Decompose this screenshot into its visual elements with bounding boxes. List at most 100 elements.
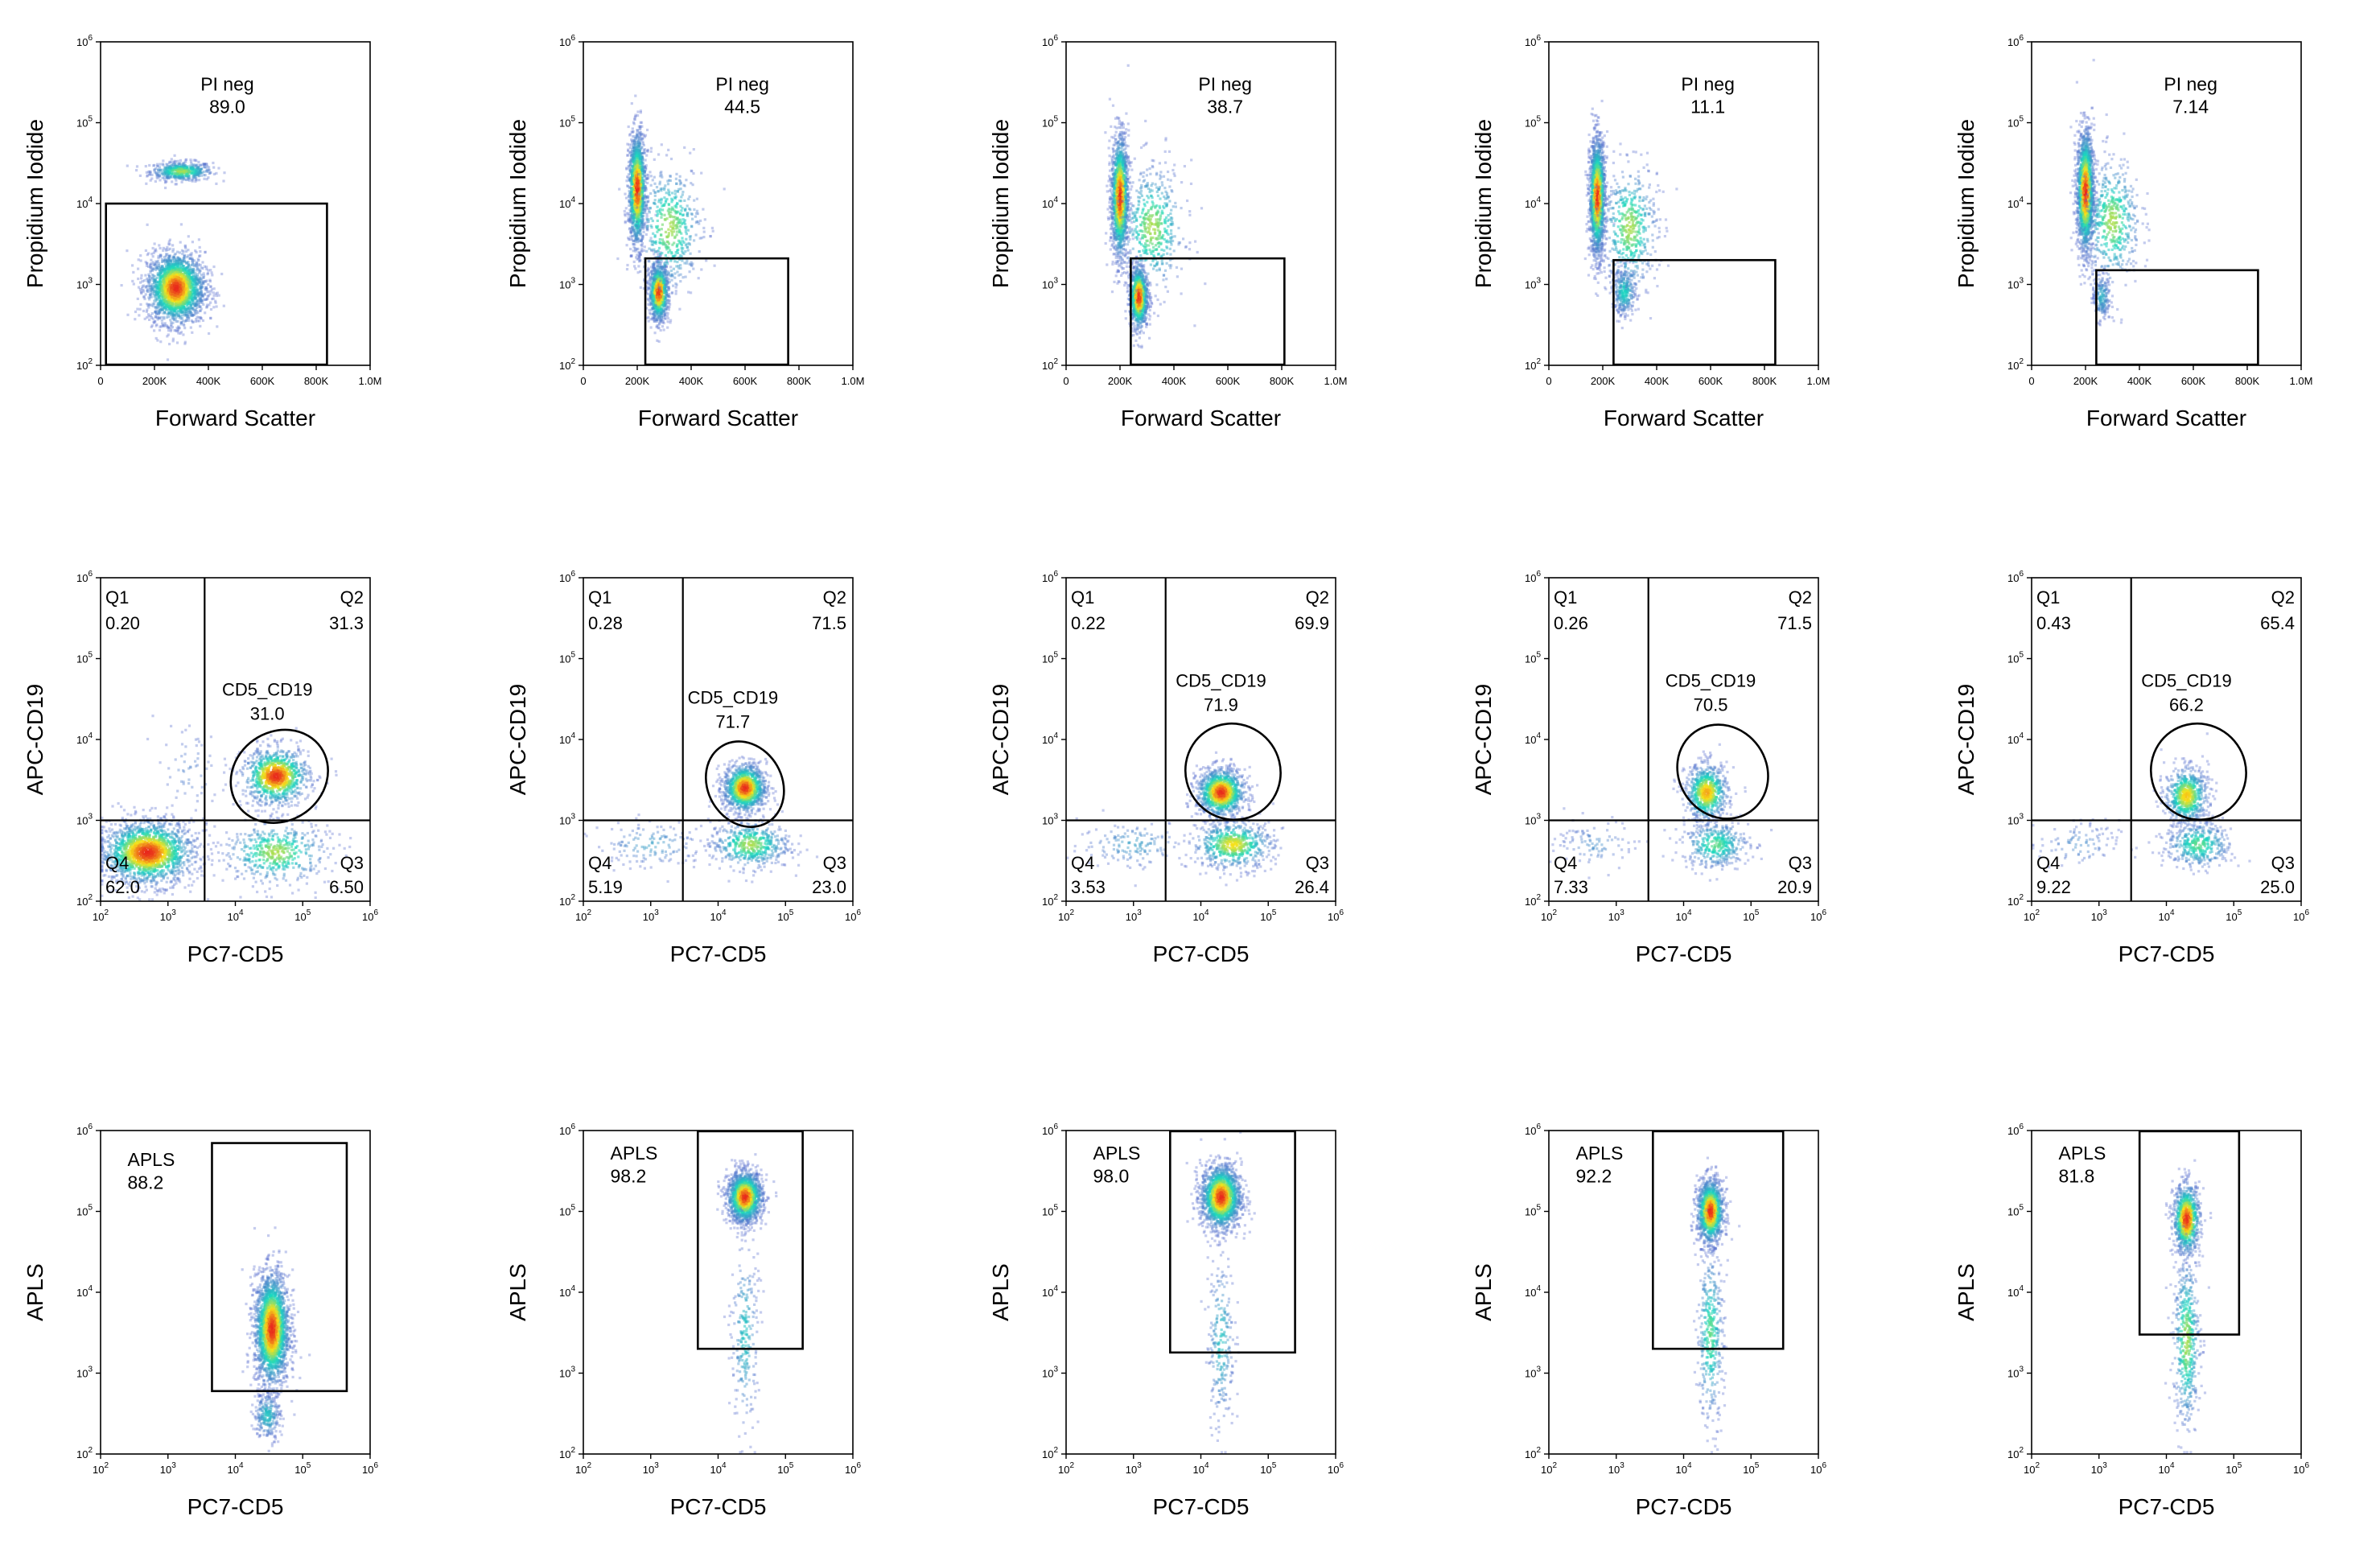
- data-point: [173, 297, 175, 299]
- data-point: [205, 268, 208, 270]
- data-point: [177, 332, 179, 334]
- data-point: [181, 181, 183, 183]
- data-point: [175, 169, 177, 171]
- data-point: [197, 279, 200, 282]
- data-point: [156, 165, 159, 167]
- data-point: [153, 303, 155, 305]
- data-point: [209, 280, 212, 282]
- data-point: [190, 304, 192, 307]
- data-point: [167, 309, 170, 311]
- data-point: [168, 278, 171, 280]
- data-point: [218, 295, 220, 297]
- data-point: [173, 256, 175, 258]
- data-point: [187, 268, 190, 270]
- data-point: [634, 95, 636, 97]
- data-point: [163, 312, 166, 315]
- data-point: [636, 157, 638, 159]
- data-point: [158, 244, 160, 246]
- data-point: [184, 247, 187, 249]
- data-point: [154, 242, 156, 245]
- data-point: [160, 325, 163, 327]
- data-point: [149, 296, 151, 299]
- data-point: [148, 319, 150, 321]
- data-point: [159, 297, 161, 299]
- data-point: [150, 315, 152, 317]
- data-point: [183, 284, 185, 286]
- data-point: [140, 292, 142, 295]
- data-point: [212, 295, 215, 297]
- data-point: [191, 320, 194, 323]
- data-point: [182, 163, 184, 166]
- data-point: [134, 318, 136, 320]
- data-point: [644, 245, 646, 248]
- data-point: [148, 275, 150, 278]
- data-point: [205, 170, 208, 172]
- data-point: [151, 288, 154, 290]
- data-point: [145, 183, 147, 185]
- data-point: [195, 320, 197, 323]
- data-point: [185, 250, 187, 253]
- data-point: [159, 265, 162, 267]
- data-point: [167, 288, 170, 290]
- data-point: [139, 282, 142, 284]
- data-point: [168, 281, 171, 283]
- data-point: [181, 168, 183, 171]
- data-point: [185, 261, 187, 263]
- data-point: [172, 266, 175, 268]
- data-point: [175, 285, 178, 287]
- data-point: [175, 303, 177, 305]
- data-point: [627, 185, 629, 187]
- data-point: [192, 284, 195, 286]
- data-point: [194, 310, 196, 312]
- data-point: [146, 265, 148, 267]
- data-point: [176, 173, 179, 175]
- data-point: [200, 286, 203, 289]
- data-point: [216, 295, 218, 297]
- data-point: [640, 200, 642, 203]
- data-point: [200, 264, 202, 266]
- data-point: [180, 173, 183, 175]
- data-point: [126, 165, 129, 167]
- y-tick-label: 103: [76, 277, 93, 291]
- data-point: [177, 160, 179, 163]
- data-point: [628, 200, 631, 202]
- data-point: [138, 258, 140, 261]
- data-point: [162, 267, 164, 270]
- data-point: [171, 311, 173, 314]
- data-point: [208, 332, 210, 335]
- data-point: [195, 164, 197, 167]
- data-point: [204, 266, 206, 268]
- data-point: [146, 224, 149, 226]
- data-point: [192, 314, 195, 316]
- data-point: [183, 343, 186, 345]
- data-point: [191, 299, 193, 301]
- data-point: [644, 136, 646, 138]
- data-point: [188, 175, 191, 177]
- data-point: [191, 257, 193, 260]
- data-point: [633, 265, 636, 267]
- data-point: [149, 284, 151, 286]
- data-point: [154, 306, 156, 308]
- data-point: [187, 313, 190, 315]
- data-point: [192, 268, 195, 270]
- data-point: [154, 316, 157, 319]
- data-point: [200, 175, 203, 177]
- data-point: [121, 284, 123, 286]
- data-point: [167, 175, 169, 178]
- data-point: [133, 282, 135, 285]
- data-point: [139, 175, 142, 177]
- data-point: [171, 158, 173, 160]
- data-point: [222, 179, 224, 182]
- data-point: [166, 246, 168, 249]
- data-point: [178, 167, 180, 170]
- data-point: [169, 169, 171, 171]
- data-point: [137, 298, 139, 300]
- data-point: [134, 311, 137, 313]
- data-point: [138, 314, 140, 316]
- data-point: [215, 302, 217, 304]
- data-point: [166, 279, 168, 282]
- data-point: [142, 285, 145, 287]
- data-point: [196, 269, 198, 271]
- data-point: [206, 290, 208, 293]
